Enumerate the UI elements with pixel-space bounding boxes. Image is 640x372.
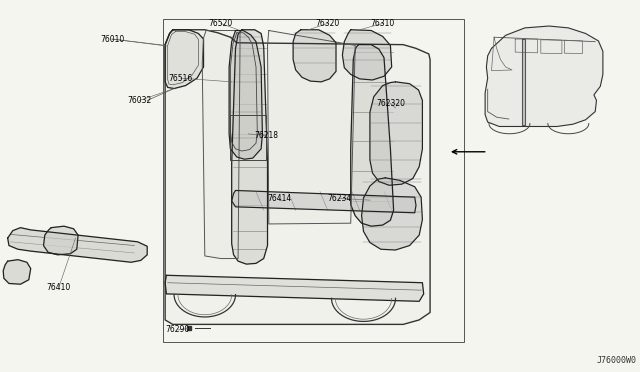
Text: 76414: 76414 (267, 194, 291, 203)
Polygon shape (3, 260, 31, 284)
Polygon shape (370, 82, 422, 185)
Text: 76010: 76010 (100, 35, 124, 44)
Text: 76218: 76218 (254, 131, 278, 140)
Text: 762320: 762320 (376, 99, 405, 108)
Polygon shape (229, 31, 262, 159)
Polygon shape (485, 26, 603, 126)
Polygon shape (202, 31, 240, 259)
Polygon shape (232, 190, 416, 213)
Polygon shape (232, 30, 268, 264)
Polygon shape (165, 30, 204, 89)
Polygon shape (522, 39, 525, 125)
Text: 76032: 76032 (127, 96, 152, 105)
Text: 76516: 76516 (168, 74, 193, 83)
Text: 76410: 76410 (47, 283, 71, 292)
Polygon shape (342, 30, 392, 80)
Text: 76520: 76520 (209, 19, 233, 28)
Polygon shape (268, 31, 355, 224)
Text: 76320: 76320 (316, 19, 340, 28)
Text: J76000W0: J76000W0 (596, 356, 637, 365)
Bar (163, 19, 464, 342)
Text: 76310: 76310 (371, 19, 395, 28)
Polygon shape (351, 45, 394, 226)
Polygon shape (362, 178, 422, 250)
Polygon shape (8, 228, 147, 262)
Polygon shape (165, 275, 424, 301)
Polygon shape (165, 30, 430, 324)
Text: 76290: 76290 (166, 326, 190, 334)
Text: 76234: 76234 (327, 194, 351, 203)
Polygon shape (44, 226, 78, 255)
Bar (230, 115, 266, 160)
Polygon shape (293, 30, 336, 82)
